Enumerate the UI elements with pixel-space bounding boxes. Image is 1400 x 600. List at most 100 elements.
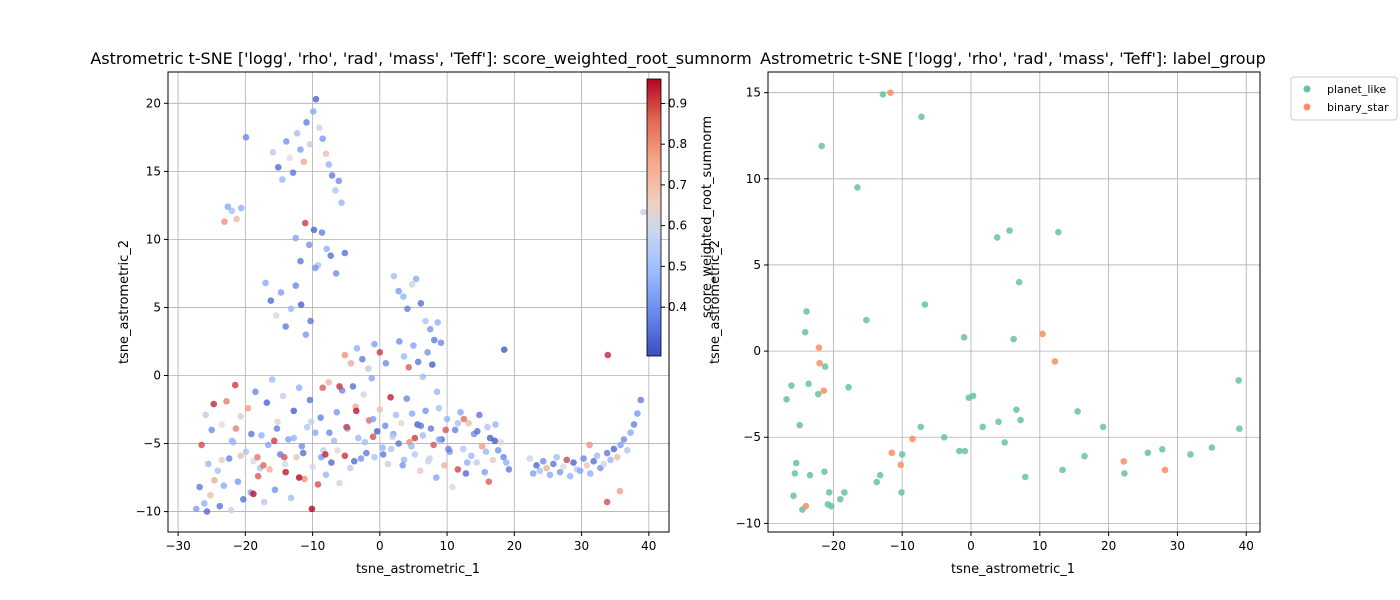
right-plot-frame <box>767 71 1261 533</box>
left-scatter-point <box>231 381 239 389</box>
left-scatter-point <box>462 470 470 477</box>
left-scatter-point <box>443 415 451 423</box>
left-scatter-point <box>272 312 280 319</box>
left-scatter-point <box>473 459 480 466</box>
left-scatter-point <box>404 305 411 313</box>
left-scatter-point <box>424 349 431 356</box>
left-scatter-point <box>451 426 459 434</box>
colorbar-tick-label: 0.5 <box>668 259 687 273</box>
right-x-tick-label: −10 <box>890 539 915 553</box>
left-scatter-point <box>270 437 278 445</box>
left-scatter-point <box>410 342 417 349</box>
left-scatter-point <box>434 319 441 326</box>
left-scatter-point <box>613 453 621 461</box>
left-scatter-point <box>379 451 387 458</box>
left-scatter-point <box>489 456 497 464</box>
right-point-planet-like <box>863 316 870 324</box>
left-x-tick-label: 0 <box>376 539 384 553</box>
left-scatter-point <box>428 361 436 368</box>
left-scatter-point <box>411 451 419 458</box>
left-y-tick-label: −5 <box>143 437 161 451</box>
left-scatter-point <box>295 474 303 481</box>
left-scatter-point <box>382 359 390 367</box>
left-scatter-point <box>293 453 300 461</box>
left-x-tick-label: −20 <box>233 539 258 553</box>
left-scatter-point <box>260 462 267 469</box>
left-scatter-point <box>610 445 618 453</box>
left-scatter-point <box>258 432 265 439</box>
left-scatter-point <box>277 289 285 296</box>
left-scatter-point <box>430 441 437 449</box>
right-point-planet-like <box>969 392 977 400</box>
left-scatter-point <box>322 150 330 157</box>
left-scatter-point <box>297 301 305 309</box>
left-scatter-point <box>293 129 301 137</box>
left-scatter-point <box>445 445 452 453</box>
left-scatter-point <box>218 421 226 428</box>
left-scatter-point <box>218 456 226 464</box>
left-scatter-point <box>299 449 307 457</box>
left-scatter-point <box>292 234 300 242</box>
left-scatter-point <box>467 452 475 460</box>
left-scatter-point <box>311 429 319 436</box>
right-chart-title: Astrometric t-SNE ['logg', 'rho', 'rad',… <box>760 49 1266 69</box>
right-scatter-panel: Astrometric t-SNE ['logg', 'rho', 'rad',… <box>708 49 1266 577</box>
left-scatter-point <box>225 455 233 462</box>
right-y-tick-label: 0 <box>753 344 761 358</box>
left-scatter-point <box>426 325 434 333</box>
left-scatter-point <box>220 482 228 490</box>
left-scatter-point <box>305 241 313 249</box>
left-scatter-point <box>207 491 214 499</box>
left-scatter-point <box>350 457 358 465</box>
left-scatter-point <box>316 124 323 132</box>
left-scatter-point <box>474 427 481 435</box>
right-point-planet-like <box>955 447 963 455</box>
left-scatter-point <box>381 422 389 430</box>
left-scatter-point <box>203 508 211 515</box>
left-scatter-point <box>201 500 208 507</box>
left-scatter-point <box>416 467 424 475</box>
right-point-planet-like <box>940 433 948 441</box>
left-scatter-point <box>269 148 277 156</box>
left-scatter-point <box>634 410 641 417</box>
left-scatter-point <box>529 470 537 477</box>
left-scatter-point <box>301 219 309 227</box>
left-x-tick-label: 10 <box>439 539 454 553</box>
left-scatter-point <box>323 245 331 253</box>
left-y-tick-label: 20 <box>146 96 161 110</box>
right-point-planet-like <box>1208 444 1216 451</box>
left-y-axis-label: tsne_astrometric_2 <box>117 240 132 364</box>
left-scatter-point <box>327 252 335 260</box>
right-point-planet-like <box>1158 446 1166 453</box>
left-scatter-point <box>384 460 392 468</box>
left-scatter-point <box>333 408 341 416</box>
left-scatter-point <box>308 505 316 513</box>
right-y-tick-label: 15 <box>746 86 761 100</box>
left-plot-frame <box>167 71 670 533</box>
left-scatter-point <box>637 396 645 404</box>
left-scatter-point <box>250 490 257 498</box>
legend-marker-planet-like <box>1303 85 1311 93</box>
colorbar-tick-label: 0.9 <box>668 96 687 110</box>
left-scatter-point <box>593 452 601 460</box>
left-scatter-point <box>373 427 381 435</box>
left-scatter-point <box>302 331 310 338</box>
left-scatter-point <box>214 467 222 475</box>
left-scatter-point <box>411 434 419 442</box>
legend: planet_like binary_star <box>1290 76 1398 121</box>
right-point-planet-like <box>836 495 844 503</box>
left-scatter-point <box>400 353 408 360</box>
left-scatter-point <box>341 452 349 460</box>
left-scatter-point <box>307 418 315 426</box>
right-gridlines <box>768 72 1260 532</box>
right-point-planet-like <box>821 468 828 476</box>
left-x-tick-label: −10 <box>300 539 325 553</box>
left-scatter-point <box>389 433 396 441</box>
left-scatter-point <box>484 423 491 431</box>
left-scatter-point <box>202 411 209 419</box>
right-point-planet-like <box>1013 406 1020 413</box>
colorbar-gradient <box>646 78 662 357</box>
right-point-planet-like <box>1144 449 1152 457</box>
right-point-planet-like <box>995 418 1002 426</box>
right-point-planet-like <box>1017 416 1024 424</box>
